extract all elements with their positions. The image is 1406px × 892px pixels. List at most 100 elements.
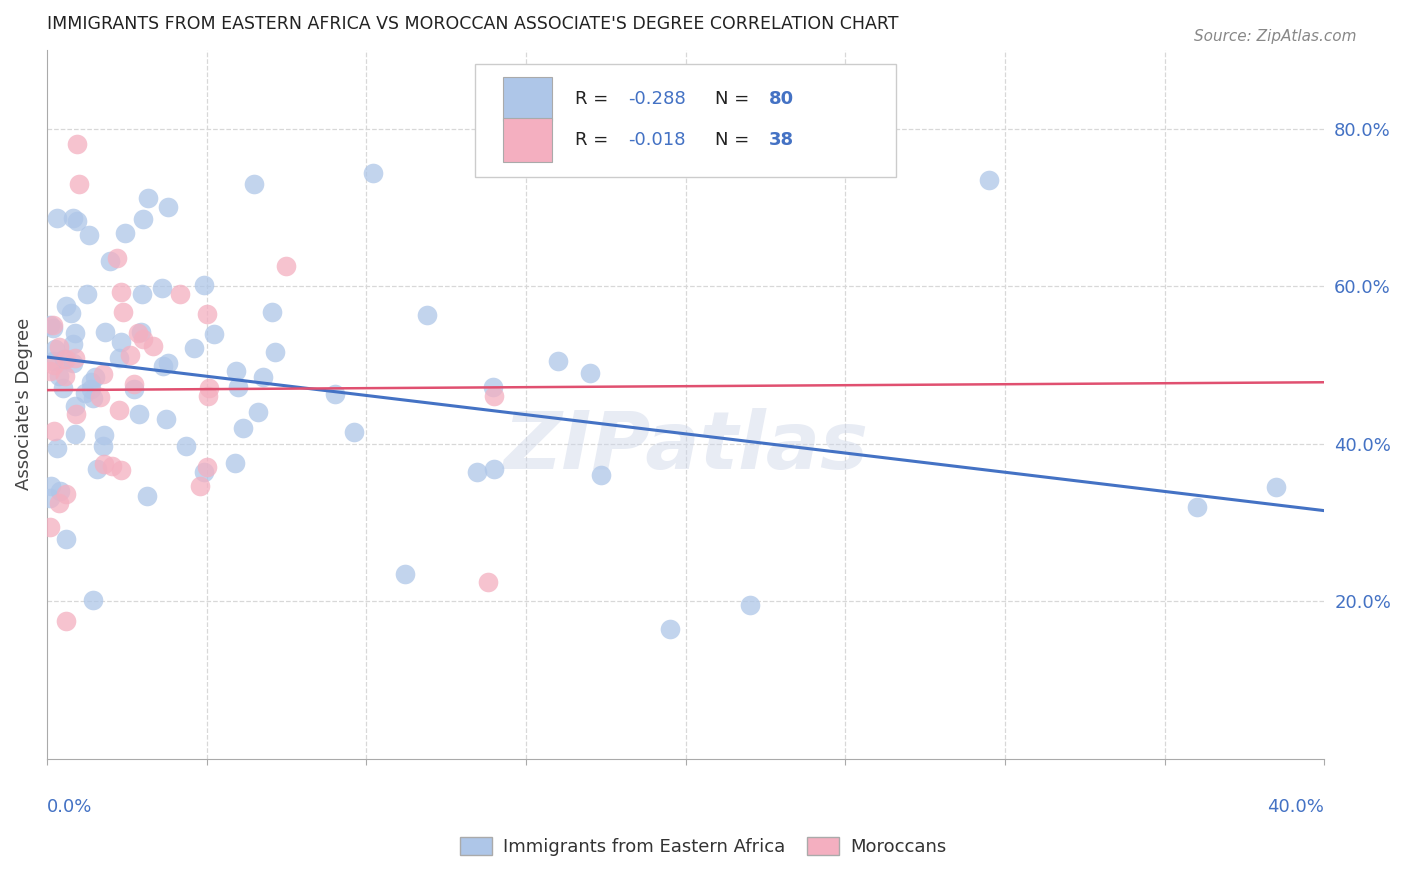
Point [101,459,124,474]
Text: -0.018: -0.018 [628,131,686,149]
Point [44,424,66,438]
Point [55,352,77,367]
Point [65,426,87,441]
Point [108,403,131,417]
Point [63,399,86,413]
Point [156,356,179,370]
Point [467,466,489,480]
Point [108,351,131,365]
Point [110,463,132,477]
Point [52,381,75,395]
Point [114,226,136,240]
Point [62,356,84,370]
Bar [503,118,551,161]
Point [226,380,249,394]
Point [44,343,66,357]
Point [361,166,384,180]
Point [1265,480,1288,494]
Point [243,177,266,191]
Legend: Immigrants from Eastern Africa, Moroccans: Immigrants from Eastern Africa, Moroccan… [453,830,953,863]
Point [122,382,145,396]
Point [89,390,111,404]
Point [252,369,274,384]
Point [86,462,108,476]
Point [477,574,499,589]
Point [110,285,132,299]
Point [66,136,89,151]
Point [416,308,439,322]
Point [738,598,761,612]
Text: R =: R = [575,90,613,108]
Y-axis label: Associate's Degree: Associate's Degree [15,318,32,491]
Point [39,318,62,332]
Point [55,533,77,547]
Point [224,456,246,470]
Point [91,367,114,381]
Point [129,325,152,339]
Point [323,387,346,401]
Point [65,407,87,421]
Point [225,364,247,378]
Point [41,479,63,493]
Text: R =: R = [575,131,613,149]
Point [75,385,97,400]
Text: 80: 80 [769,90,794,108]
Point [80,376,103,390]
Point [198,381,221,395]
Point [188,479,211,493]
Point [394,566,416,581]
Point [482,380,505,394]
Point [155,412,177,426]
Point [39,491,62,505]
Point [48,340,70,354]
Point [193,465,215,479]
Point [93,457,115,471]
Point [42,354,65,368]
Point [55,486,77,500]
Point [52,351,75,366]
Point [62,337,84,351]
Point [39,364,62,378]
Point [195,459,218,474]
Point [246,405,269,419]
Point [82,391,104,405]
Text: 0.0%: 0.0% [46,797,93,816]
Point [157,200,180,214]
Point [53,369,76,384]
Point [112,305,135,319]
Text: N =: N = [716,131,755,149]
Point [152,359,174,373]
Point [127,326,149,340]
Text: -0.288: -0.288 [628,90,686,108]
Point [82,593,104,607]
Point [110,335,132,350]
Text: 40.0%: 40.0% [1268,797,1324,816]
Point [977,173,1000,187]
Point [342,425,364,439]
Point [91,439,114,453]
Point [98,254,121,268]
Point [66,214,89,228]
Point [59,306,82,320]
Point [150,281,173,295]
Point [658,622,681,636]
Point [135,489,157,503]
Point [197,389,219,403]
Point [589,467,612,482]
Point [55,299,77,313]
Point [579,366,602,380]
Text: 38: 38 [769,131,794,149]
Point [264,344,287,359]
Point [262,305,284,319]
Point [547,354,569,368]
Bar [503,77,551,120]
Point [80,383,103,397]
Point [42,318,65,333]
Point [67,177,90,191]
Text: IMMIGRANTS FROM EASTERN AFRICA VS MOROCCAN ASSOCIATE'S DEGREE CORRELATION CHART: IMMIGRANTS FROM EASTERN AFRICA VS MOROCC… [46,15,898,33]
Point [42,358,65,372]
Point [174,439,197,453]
Point [63,351,86,365]
Point [93,427,115,442]
Point [1185,500,1208,514]
